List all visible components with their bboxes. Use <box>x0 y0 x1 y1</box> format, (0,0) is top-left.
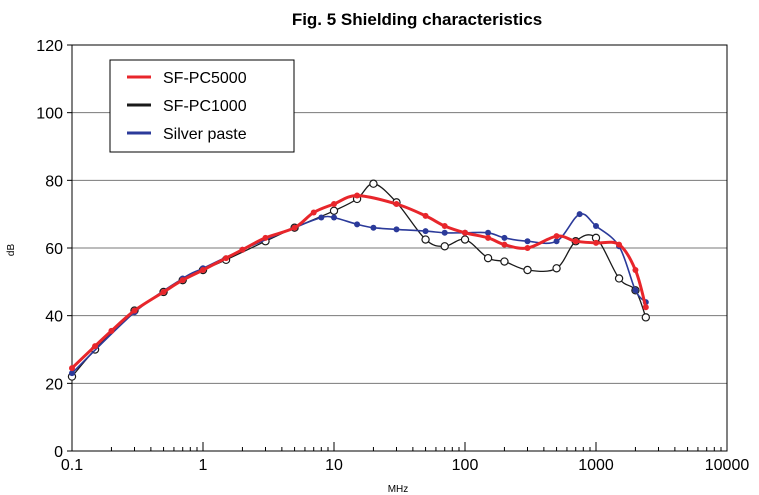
data-point-silver-paste <box>393 226 400 233</box>
data-point-sf-pc5000 <box>179 277 186 284</box>
x-tick-label: 10000 <box>705 457 750 474</box>
data-point-sf-pc1000 <box>369 179 378 188</box>
data-point-silver-paste <box>632 287 639 294</box>
chart-title: Fig. 5 Shielding characteristics <box>292 10 542 29</box>
data-point-sf-pc5000 <box>239 246 246 253</box>
data-point-sf-pc1000 <box>483 253 493 263</box>
data-point-silver-paste <box>69 370 75 377</box>
data-point-sf-pc5000 <box>354 192 361 199</box>
data-point-silver-paste <box>576 211 583 218</box>
data-point-sf-pc5000 <box>331 201 337 208</box>
x-tick-label: 1 <box>199 457 208 474</box>
data-series <box>67 179 651 381</box>
axes <box>67 44 728 452</box>
y-tick-label: 60 <box>45 241 63 258</box>
data-point-sf-pc5000 <box>441 223 448 230</box>
data-point-sf-pc5000 <box>422 212 429 219</box>
y-axis-title: dB <box>6 244 17 257</box>
data-point-sf-pc5000 <box>108 327 115 334</box>
data-point-sf-pc1000 <box>329 206 339 215</box>
data-point-sf-pc1000 <box>614 274 624 283</box>
data-point-silver-paste <box>370 224 377 231</box>
data-point-silver-paste <box>593 223 599 230</box>
data-point-sf-pc5000 <box>92 343 99 350</box>
y-tick-label: 0 <box>54 444 63 461</box>
series-line-sf-pc1000 <box>71 183 647 378</box>
data-point-silver-paste <box>553 238 560 245</box>
legend-label: SF-PC5000 <box>163 70 247 87</box>
data-point-silver-paste <box>422 228 429 235</box>
data-point-silver-paste <box>318 214 325 221</box>
data-point-sf-pc1000 <box>460 235 470 244</box>
x-tick-label: 0.1 <box>61 457 83 474</box>
data-point-sf-pc1000 <box>421 235 430 244</box>
x-tick-label: 10 <box>325 457 343 474</box>
data-point-sf-pc5000 <box>524 245 531 251</box>
x-axis-title: MHz <box>388 484 409 495</box>
legend-label: Silver paste <box>163 126 247 143</box>
data-point-silver-paste <box>524 238 531 245</box>
series-sf-pc1000 <box>67 179 651 381</box>
data-point-sf-pc1000 <box>641 313 651 322</box>
x-tick-label: 100 <box>452 457 479 474</box>
data-point-silver-paste <box>485 229 492 236</box>
data-point-sf-pc5000 <box>160 288 167 295</box>
tick-labels: 0 20 40 60 80 100 120 0.1 1 10 100 1000 10000 <box>36 38 749 474</box>
y-tick-label: 100 <box>36 106 63 123</box>
data-point-sf-pc1000 <box>500 257 509 266</box>
data-point-sf-pc5000 <box>501 241 508 248</box>
y-tick-label: 120 <box>36 38 63 55</box>
legend: SF-PC5000 SF-PC1000 Silver paste <box>109 59 295 153</box>
y-tick-label: 20 <box>45 376 63 393</box>
data-point-sf-pc5000 <box>291 224 298 231</box>
data-point-sf-pc5000 <box>69 365 75 372</box>
legend-label: SF-PC1000 <box>163 98 247 115</box>
data-point-sf-pc1000 <box>523 265 532 275</box>
x-tick-label: 1000 <box>578 457 614 474</box>
data-point-sf-pc5000 <box>485 234 492 241</box>
data-point-sf-pc5000 <box>131 307 138 314</box>
data-point-sf-pc5000 <box>616 241 623 248</box>
y-tick-label: 40 <box>45 309 63 326</box>
data-point-silver-paste <box>441 229 448 236</box>
data-point-silver-paste <box>501 234 508 241</box>
data-point-sf-pc5000 <box>393 201 400 208</box>
data-point-sf-pc5000 <box>462 229 468 236</box>
data-point-sf-pc1000 <box>552 264 561 273</box>
data-point-silver-paste <box>354 221 361 228</box>
data-point-sf-pc5000 <box>632 266 639 273</box>
data-point-silver-paste <box>331 214 337 221</box>
data-point-sf-pc5000 <box>553 233 560 240</box>
data-point-sf-pc5000 <box>262 234 269 241</box>
data-point-sf-pc5000 <box>572 238 579 245</box>
series-line-sf-pc5000 <box>70 194 648 370</box>
data-point-sf-pc5000 <box>642 304 649 311</box>
data-point-sf-pc1000 <box>440 242 449 251</box>
series-line-silver-paste <box>71 212 647 374</box>
data-point-sf-pc5000 <box>223 255 230 262</box>
series-sf-pc5000 <box>69 192 649 372</box>
y-tick-label: 80 <box>45 173 63 190</box>
data-point-sf-pc5000 <box>593 239 599 246</box>
data-point-sf-pc5000 <box>200 266 206 273</box>
data-point-sf-pc5000 <box>310 209 317 216</box>
